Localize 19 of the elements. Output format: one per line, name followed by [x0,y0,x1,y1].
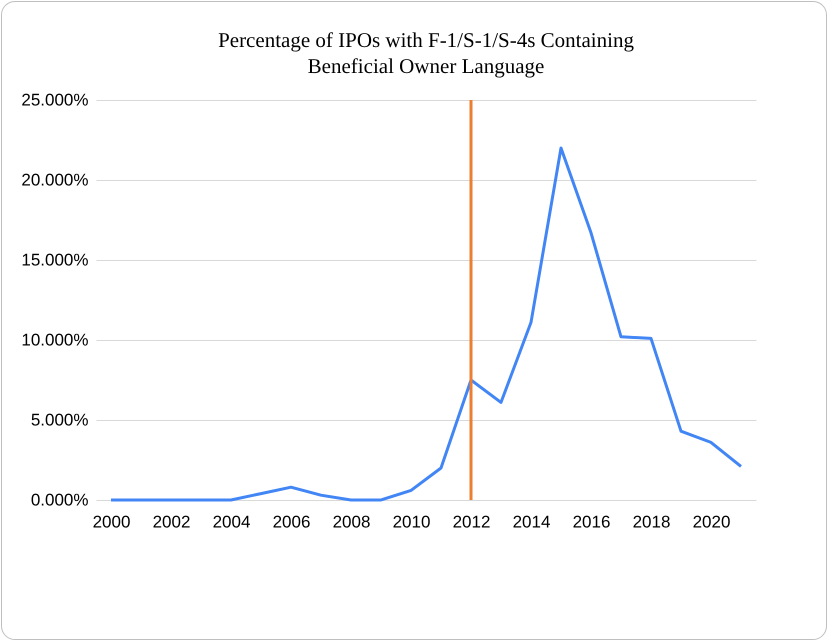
y-tick-label: 0.000% [30,490,88,510]
x-tick-label: 2016 [572,512,610,532]
x-tick-label: 2006 [272,512,310,532]
line-series [110,146,742,502]
y-tick-label: 25.000% [21,90,88,110]
x-tick-label: 2012 [452,512,490,532]
chart-title: Percentage of IPOs with F-1/S-1/S-4s Containing Beneficial Owner Language [218,28,634,78]
y-tick-label: 20.000% [21,170,88,190]
x-tick-label: 2004 [212,512,250,532]
x-tick-label: 2008 [332,512,370,532]
y-tick-label: 15.000% [21,250,88,270]
x-tick-label: 2014 [512,512,550,532]
x-tick-label: 2018 [632,512,670,532]
y-tick-label: 10.000% [21,330,88,350]
x-tick-label: 2000 [92,512,130,532]
x-tick-label: 2010 [392,512,430,532]
x-tick-label: 2002 [152,512,190,532]
y-tick-label: 5.000% [30,410,88,430]
x-tick-label: 2020 [692,512,730,532]
